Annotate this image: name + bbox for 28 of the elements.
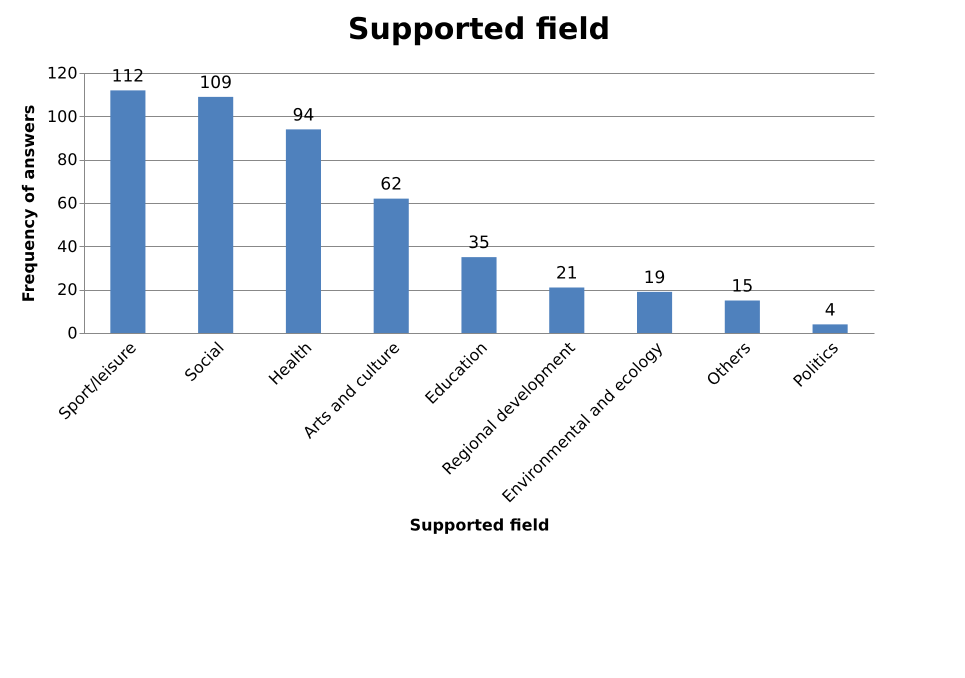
data-label: 19 [644,268,666,288]
data-label: 15 [732,276,754,296]
y-tick-label: 40 [57,236,78,256]
data-label: 94 [292,105,314,126]
bar [812,324,848,333]
bar [461,257,497,333]
data-label: 35 [468,233,490,254]
y-axis-title: Frequency of answers [18,104,38,302]
data-label: 4 [824,300,836,320]
data-label: 62 [380,174,402,195]
y-tick-label: 20 [57,280,78,300]
x-axis-title: Supported field [410,516,550,535]
bar [549,288,584,333]
y-tick-label: 0 [67,324,78,342]
data-label: 21 [556,264,578,284]
bar [374,198,409,333]
bar [724,300,760,333]
data-label: 109 [199,72,232,93]
y-tick-label: 80 [57,150,78,170]
y-tick-label: 60 [57,194,78,212]
bar [637,292,672,333]
bar [110,90,146,333]
bar [198,96,234,333]
bar [286,129,321,333]
y-tick-label: 100 [46,106,78,126]
data-label: 112 [112,66,144,86]
y-tick-label: 120 [46,64,78,82]
chart-title: Supported field [348,12,610,47]
